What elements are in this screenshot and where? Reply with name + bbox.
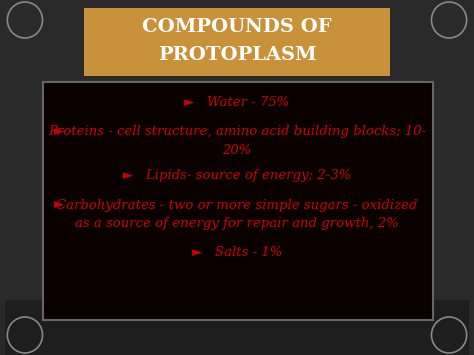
- Text: COMPOUNDS OF: COMPOUNDS OF: [142, 18, 332, 36]
- Text: as a source of energy for repair and growth, 2%: as a source of energy for repair and gro…: [75, 217, 399, 229]
- Text: ►: ►: [54, 126, 64, 138]
- Text: Carbohydrates - two or more simple sugars - oxidized: Carbohydrates - two or more simple sugar…: [56, 198, 418, 212]
- Text: PROTOPLASM: PROTOPLASM: [158, 46, 316, 64]
- FancyBboxPatch shape: [83, 8, 391, 76]
- Text: 20%: 20%: [222, 143, 252, 157]
- Text: ►   Lipids- source of energy; 2-3%: ► Lipids- source of energy; 2-3%: [123, 169, 351, 181]
- Text: ►   Salts - 1%: ► Salts - 1%: [192, 246, 282, 258]
- FancyBboxPatch shape: [43, 82, 433, 320]
- Text: ►: ►: [54, 198, 64, 212]
- Text: Proteins - cell structure, amino acid building blocks; 10-: Proteins - cell structure, amino acid bu…: [48, 126, 426, 138]
- Text: ►   Water - 75%: ► Water - 75%: [184, 97, 290, 109]
- Bar: [5, 300, 469, 355]
